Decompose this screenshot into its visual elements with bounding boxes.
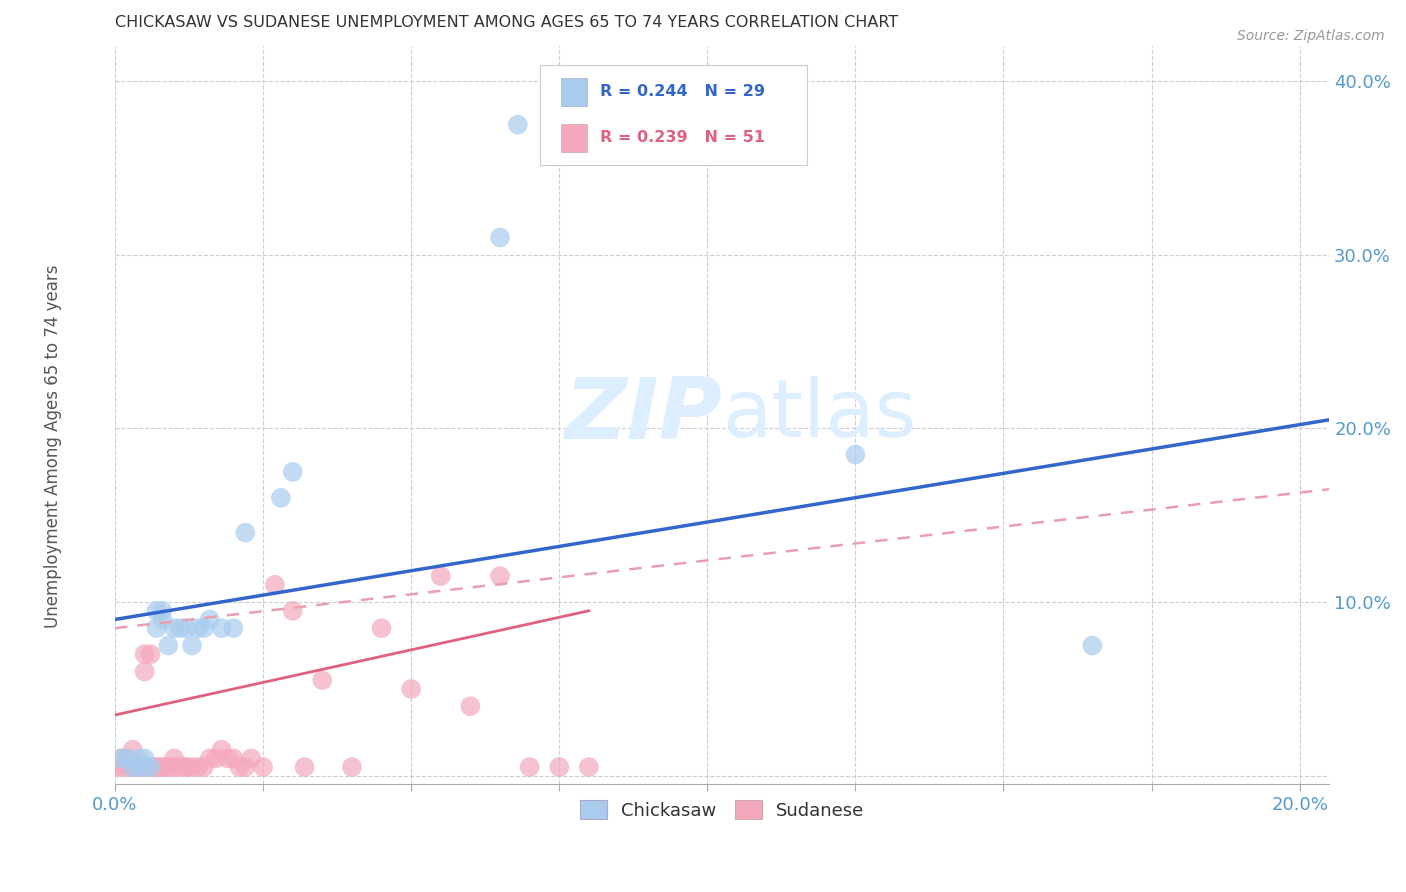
Point [134,647,156,661]
Point [134,665,156,679]
Point [157,760,180,774]
Text: CHICKASAW VS SUDANESE UNEMPLOYMENT AMONG AGES 65 TO 74 YEARS CORRELATION CHART: CHICKASAW VS SUDANESE UNEMPLOYMENT AMONG… [115,15,898,30]
Point [139,760,162,774]
Point [115,751,138,765]
Point [204,751,226,765]
Point [181,639,204,653]
Text: Source: ZipAtlas.com: Source: ZipAtlas.com [1237,29,1385,43]
Point [139,647,162,661]
FancyBboxPatch shape [561,78,588,105]
Point [152,760,174,774]
Point [211,621,233,635]
Point [139,760,162,774]
Point [128,751,150,765]
Point [110,751,132,765]
Point [121,742,143,756]
Point [174,621,197,635]
Point [281,465,304,479]
Point [506,118,529,132]
Point [121,760,143,774]
Point [110,751,132,765]
Point [152,612,174,626]
Point [222,751,245,765]
Point [264,578,287,592]
Point [104,760,127,774]
Point [174,760,197,774]
Point [152,604,174,618]
Point [128,760,150,774]
Point [294,760,316,774]
Text: ZIP: ZIP [565,374,723,457]
Point [240,751,263,765]
Point [163,621,186,635]
Point [217,751,239,765]
Point [152,760,174,774]
Point [399,681,422,696]
Point [489,569,512,583]
Point [169,621,191,635]
Point [489,230,512,244]
Point [110,760,132,774]
Point [370,621,392,635]
Point [548,760,571,774]
Point [115,760,138,774]
Point [145,604,167,618]
FancyBboxPatch shape [540,65,807,164]
Point [198,751,221,765]
Text: R = 0.244   N = 29: R = 0.244 N = 29 [599,84,765,99]
Point [252,760,274,774]
Text: Unemployment Among Ages 65 to 74 years: Unemployment Among Ages 65 to 74 years [45,264,62,628]
Point [233,760,256,774]
Point [844,448,866,462]
Point [121,760,143,774]
Point [181,760,204,774]
Point [233,525,256,540]
Point [174,760,197,774]
Point [460,699,482,714]
Point [222,621,245,635]
Point [145,760,167,774]
Text: atlas: atlas [723,376,917,454]
Point [578,760,600,774]
FancyBboxPatch shape [561,124,588,152]
Point [163,751,186,765]
Point [157,760,180,774]
Point [211,742,233,756]
Point [187,760,209,774]
Point [134,760,156,774]
Point [193,621,215,635]
Point [145,760,167,774]
Point [311,673,333,688]
Point [198,612,221,626]
Point [340,760,363,774]
Point [134,751,156,765]
Text: R = 0.239   N = 51: R = 0.239 N = 51 [599,130,765,145]
Point [115,751,138,765]
Point [228,760,250,774]
Point [430,569,453,583]
Point [128,760,150,774]
Point [193,760,215,774]
Point [121,760,143,774]
Point [281,604,304,618]
Point [157,639,180,653]
Point [163,760,186,774]
Point [519,760,541,774]
Point [134,760,156,774]
Point [270,491,292,505]
Point [187,621,209,635]
Point [1081,639,1104,653]
Point [128,760,150,774]
Legend: Chickasaw, Sudanese: Chickasaw, Sudanese [572,793,872,827]
Point [169,760,191,774]
Point [145,621,167,635]
